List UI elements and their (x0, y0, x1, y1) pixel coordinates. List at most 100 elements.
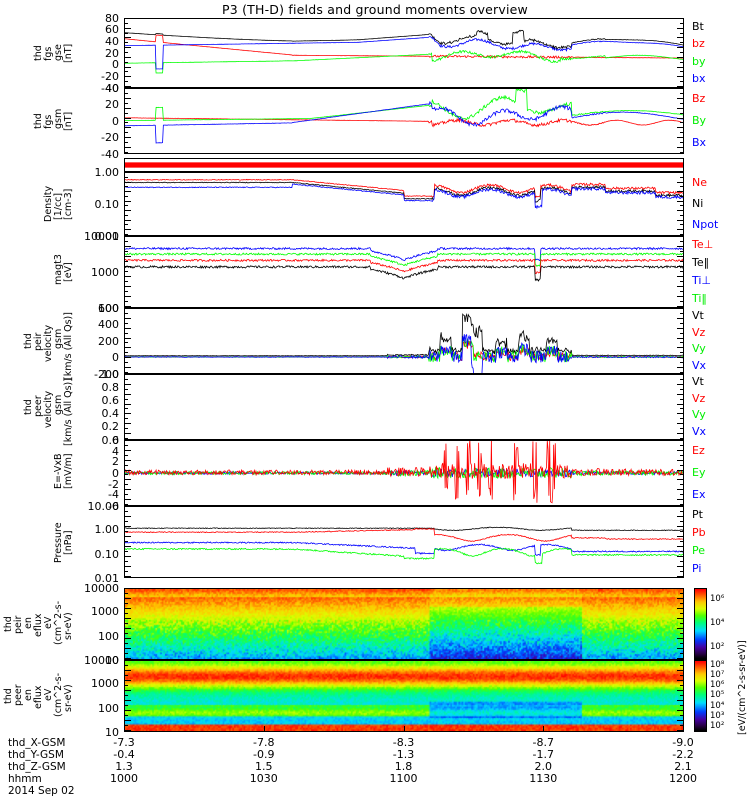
legend-label-Vz: Vz (692, 391, 706, 405)
y-axis-title-line: [nT] (63, 112, 74, 132)
y-tick-label: -2 (108, 477, 119, 491)
axis-ticks-r-efield (676, 440, 683, 506)
axis-ticks-l-peer-eflux (125, 660, 132, 732)
legend-label-bx: bx (692, 72, 706, 86)
y-tick-label: 0.10 (94, 197, 120, 211)
y-tick-label: 4 (112, 444, 119, 458)
legend-label-Pb: Pb (692, 526, 706, 539)
plot-panel-fgs-gse (124, 18, 684, 88)
axis-ticks-r-peir-eflux (676, 588, 683, 660)
axis-ticks-r-peer-eflux (676, 660, 683, 732)
x-axis-tick-value: -7.3 (113, 736, 135, 749)
y-tick-label: 6 (112, 433, 119, 447)
y-tick-label: 0 (112, 114, 119, 128)
y-tick-label: -20 (101, 69, 119, 83)
x-tick (263, 726, 265, 732)
y-axis-title-line: [nPa] (63, 530, 74, 555)
colorbar-tick-label: 10⁸ (710, 659, 725, 670)
x-axis-tick-value: 2.1 (674, 760, 692, 773)
y-axis-title-line: [cm-3] (63, 188, 74, 220)
legend-label-Vx: Vx (692, 358, 707, 372)
axis-ticks-r-magt3 (676, 236, 683, 308)
x-tick (683, 726, 684, 732)
x-axis-row-label: thd_Z-GSM (8, 761, 66, 773)
y-tick-label: 10 (105, 653, 119, 667)
axis-ticks-l-pressure (125, 506, 132, 578)
x-axis-tick-value: -8.7 (532, 736, 554, 749)
y-tick-label: -40 (101, 81, 119, 95)
axis-ticks-l-efield (125, 440, 132, 506)
legend-label-Pt: Pt (692, 508, 703, 521)
y-tick-label: 1.0 (101, 367, 120, 381)
y-tick-label: 0.6 (101, 393, 120, 407)
x-axis-tick-value: -1.7 (532, 748, 554, 761)
y-tick-label: 10000 (84, 581, 119, 595)
x-tick (403, 726, 405, 732)
colorbar-tick-label: 10³ (710, 711, 725, 722)
axis-ticks-l-density (125, 172, 132, 236)
y-tick-label: 0 (112, 466, 119, 480)
y-tick-label: -40 (101, 147, 119, 161)
x-axis-tick-value: 1200 (669, 772, 697, 785)
x-tick (543, 726, 545, 732)
y-tick-label: 0.01 (94, 229, 120, 243)
y-tick-label: 1000 (91, 677, 119, 691)
axis-ticks-l-peir-eflux (125, 588, 132, 660)
x-axis-tick-value: 1.3 (115, 760, 133, 773)
plot-panel-peir-velocity (124, 308, 684, 374)
x-axis-tick-value: 1.5 (255, 760, 273, 773)
y-tick-label: 400 (98, 318, 119, 331)
plot-date: 2014 Sep 02 (8, 785, 75, 797)
x-axis-tick-value: -9.0 (672, 736, 694, 749)
y-tick-label: 100 (98, 701, 119, 715)
legend-label-Bt: Bt (692, 19, 704, 33)
x-axis-tick-value: -1.3 (392, 748, 415, 761)
x-axis-tick-value: 1.8 (394, 760, 413, 773)
y-tick-label: 60 (105, 23, 119, 37)
y-tick-label: 10 (105, 725, 119, 739)
legend-label-Vt: Vt (692, 375, 704, 389)
x-axis-tick-value: -0.4 (113, 748, 135, 761)
y-tick-label: 10000 (84, 653, 119, 667)
y-axis-title-line: sr-eV) (63, 683, 74, 712)
y-axis-title-line: [mV/m] (63, 452, 74, 489)
legend-label-by: by (692, 54, 706, 68)
legend-label-Ti: Ti‖ (692, 292, 707, 305)
plot-panel-quality-bar (124, 158, 684, 172)
y-tick-label: 20 (105, 46, 119, 60)
legend-label-Ne: Ne (692, 175, 707, 189)
plot-panel-fgs-gsm (124, 88, 684, 154)
legend-label-Vt: Vt (692, 309, 704, 323)
y-tick-label: 0.10 (94, 547, 120, 561)
y-tick-label: 80 (105, 11, 119, 25)
y-tick-label: 40 (105, 34, 119, 48)
y-tick-label: 10.00 (87, 499, 120, 513)
legend-label-Te: Te‖ (692, 256, 710, 269)
legend-label-Bx: Bx (692, 136, 707, 149)
y-tick-label: 40 (105, 81, 119, 95)
y-tick-label: -4 (108, 488, 119, 502)
legend-label-Pi: Pi (692, 562, 702, 575)
y-axis-title-line: sr-eV) (63, 611, 74, 640)
axis-ticks-l-peir-velocity (125, 308, 132, 374)
x-axis-tick-value: 1130 (529, 772, 558, 785)
y-axis-title-line: [eV] (63, 262, 74, 283)
y-tick-label: 20 (105, 98, 119, 111)
axis-ticks-r-peir-velocity (676, 308, 683, 374)
x-axis-row-label: hhmm (8, 773, 42, 785)
plot-panel-pressure (124, 506, 684, 578)
plot-panel-peer-eflux (124, 660, 684, 732)
legend-label-Vx: Vx (692, 424, 707, 438)
y-tick-label: -200 (94, 367, 119, 381)
colorbar-tick-label: 10⁶ (710, 593, 725, 604)
y-tick-label: 1000 (91, 605, 119, 619)
x-axis-row-label: thd_Y-GSM (8, 749, 64, 761)
x-axis-tick-value: 1000 (110, 772, 138, 785)
legend-label-bz: bz (692, 37, 705, 51)
y-tick-label: 100 (98, 629, 119, 643)
legend-label-By: By (692, 114, 707, 127)
y-tick-label: -6 (108, 499, 119, 513)
colorbar-unit-title: [eV/(cm^2-s-sr-eV)] (737, 640, 748, 735)
y-tick-label: 0.2 (101, 420, 120, 434)
colorbar-tick-label: 10⁴ (710, 700, 725, 711)
